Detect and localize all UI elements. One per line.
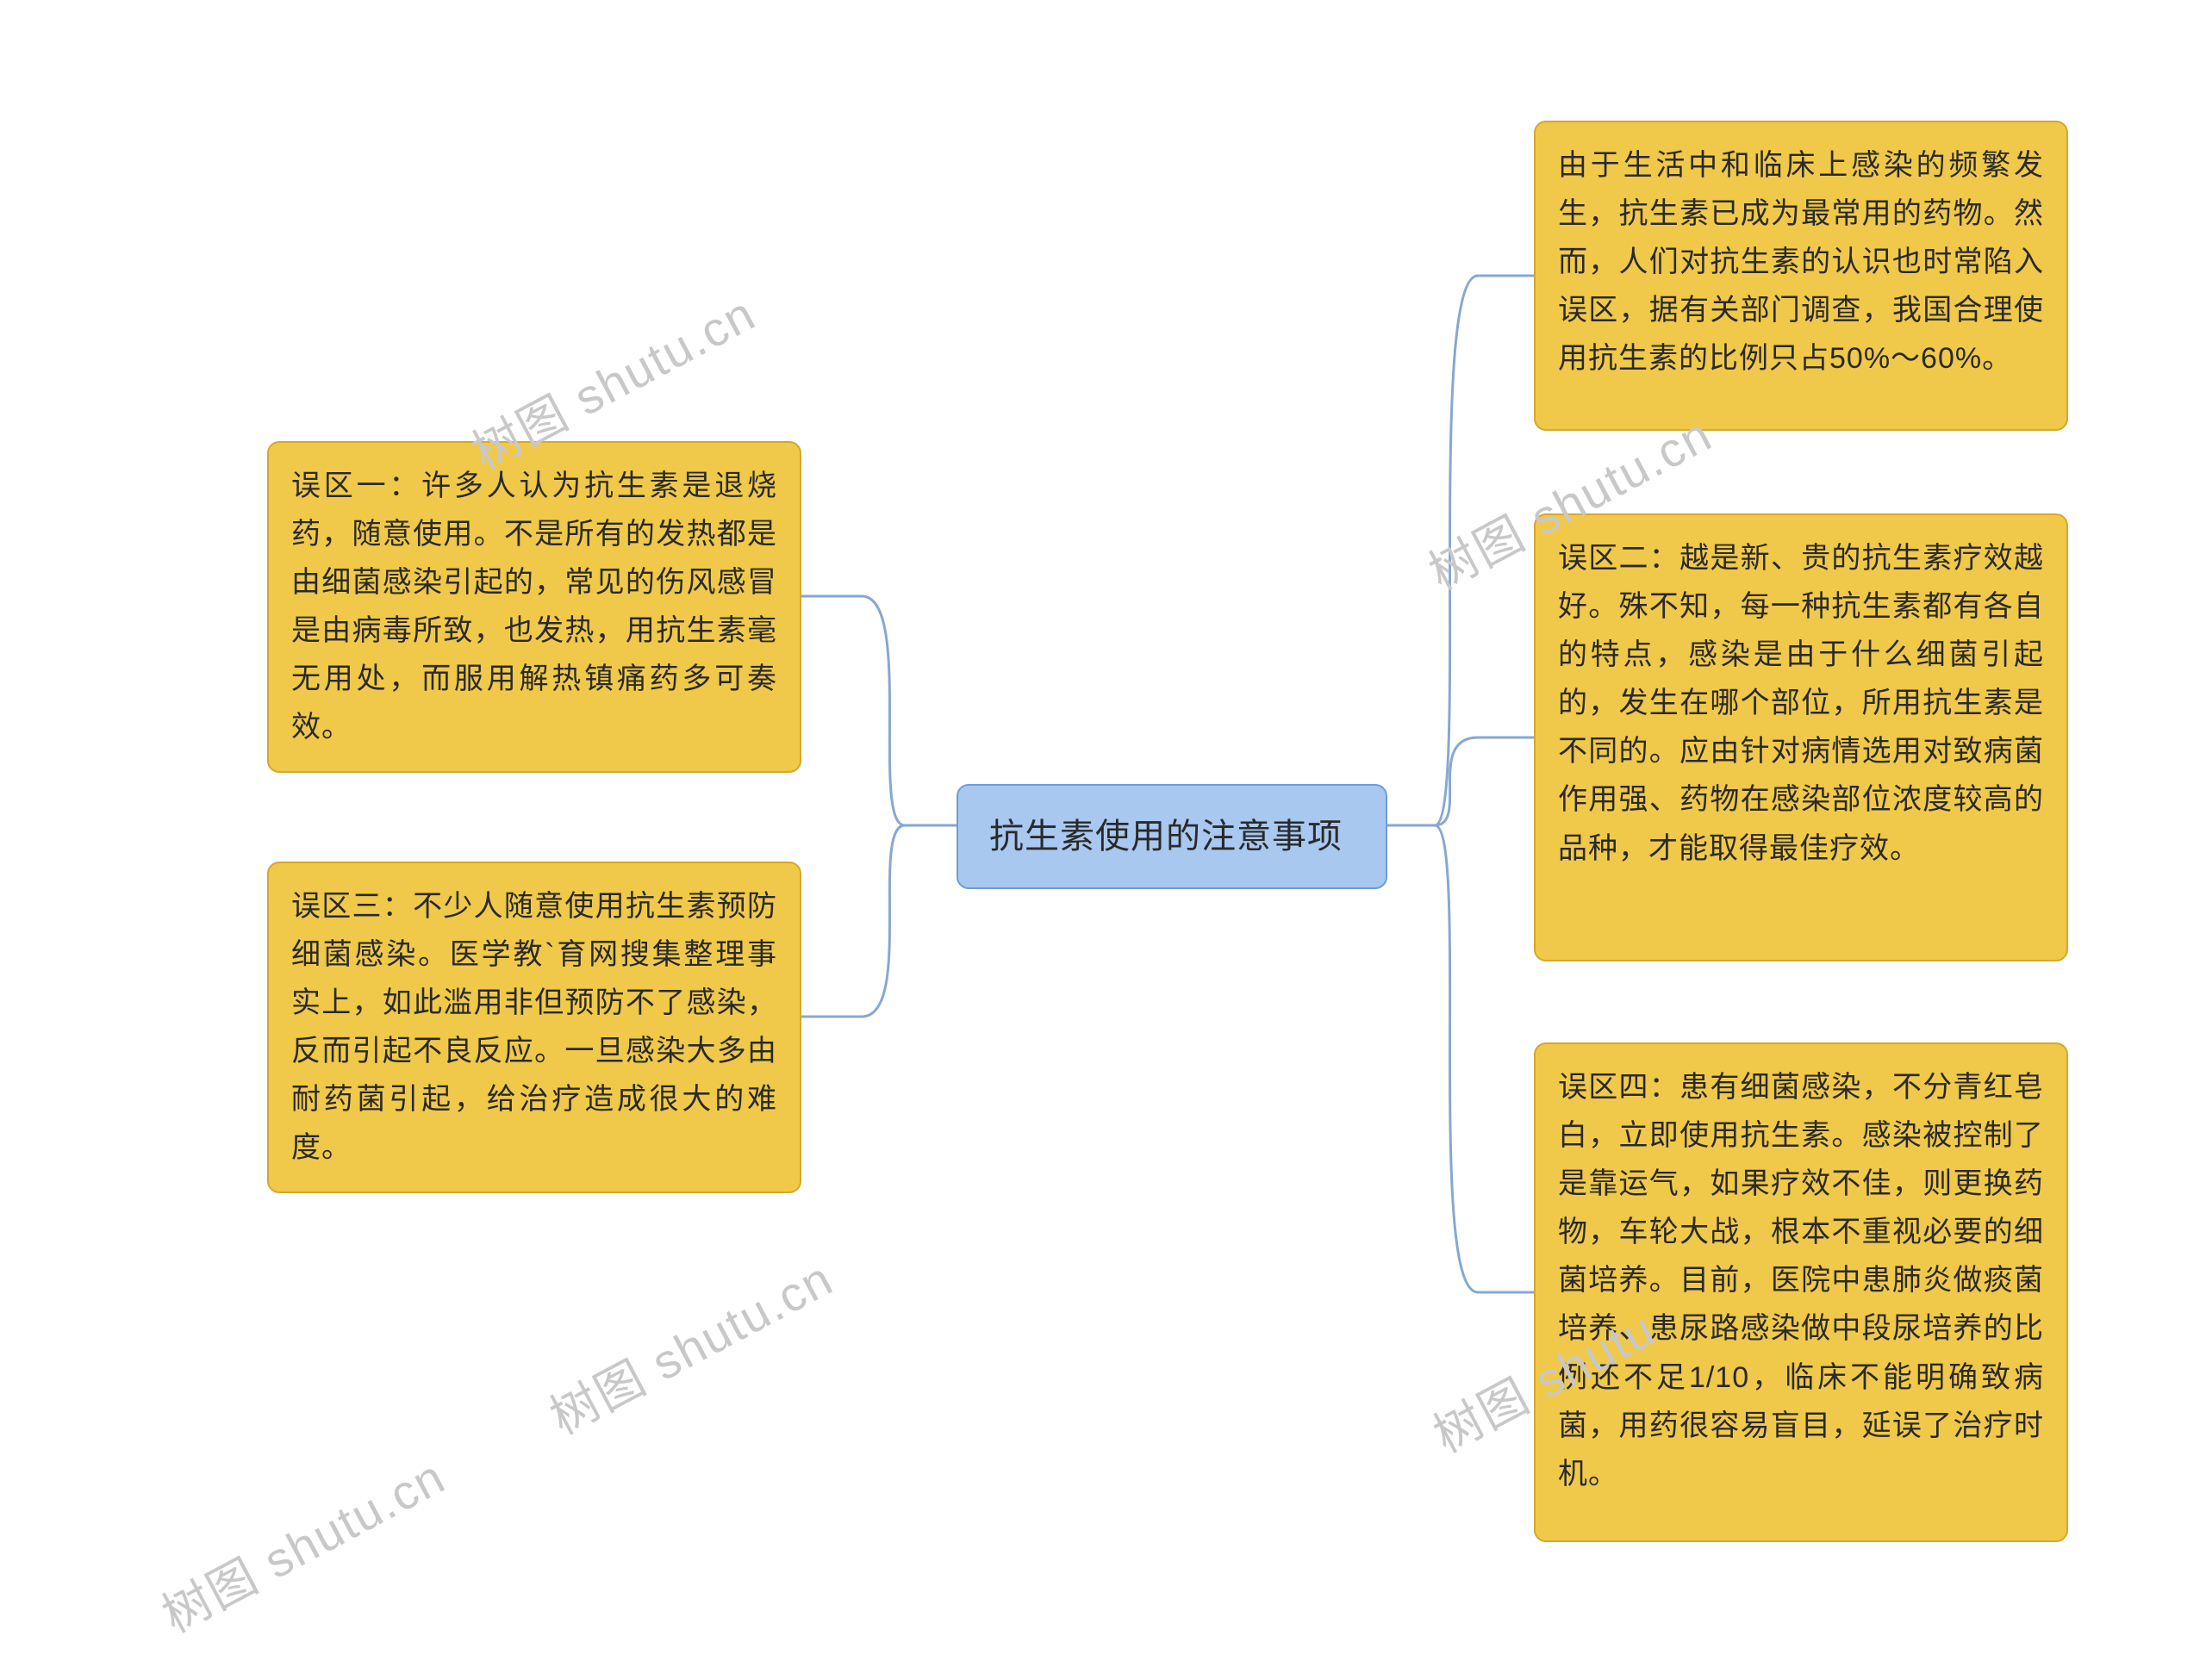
leaf-misc3: 误区三：不少人随意使用抗生素预防细菌感染。医学教`育网搜集整理事实上，如此滥用非… bbox=[267, 862, 801, 1193]
watermark: 树图 shutu.cn bbox=[148, 1439, 456, 1646]
leaf-intro: 由于生活中和临床上感染的频繁发生，抗生素已成为最常用的药物。然而，人们对抗生素的… bbox=[1534, 121, 2068, 431]
leaf-misc4: 误区四：患有细菌感染，不分青红皂白，立即使用抗生素。感染被控制了是靠运气，如果疗… bbox=[1534, 1042, 2068, 1542]
center-topic: 抗生素使用的注意事项 bbox=[957, 784, 1387, 889]
leaf-misc2: 误区二：越是新、贵的抗生素疗效越好。殊不知，每一种抗生素都有各自的特点，感染是由… bbox=[1534, 513, 2068, 961]
leaf-misc1: 误区一：许多人认为抗生素是退烧药，随意使用。不是所有的发热都是由细菌感染引起的，… bbox=[267, 441, 801, 773]
watermark: 树图 shutu.cn bbox=[536, 1241, 844, 1448]
